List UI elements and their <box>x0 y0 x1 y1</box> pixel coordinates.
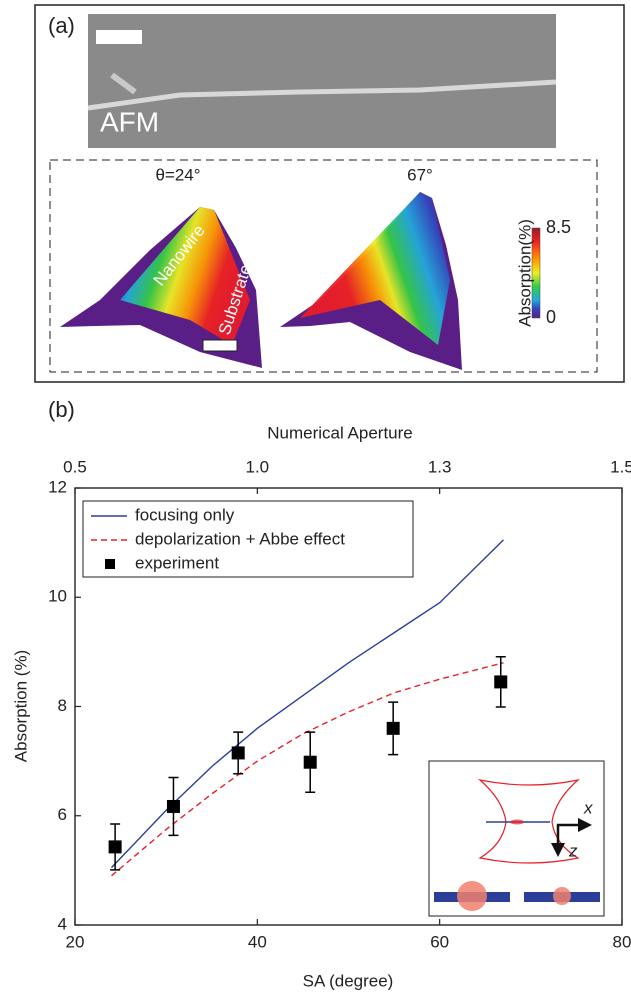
inset-z-label: z <box>568 841 578 860</box>
x2-tick-label: 1.0 <box>246 457 270 476</box>
afm-image <box>88 14 556 148</box>
legend-label: experiment <box>135 553 219 572</box>
marker <box>303 755 317 769</box>
y-tick-label: 12 <box>48 477 67 496</box>
arrow-z <box>551 843 565 857</box>
arrow-x <box>578 818 592 832</box>
x2-axis-label: Numerical Aperture <box>267 423 413 442</box>
colorbar-tick-label: 0 <box>546 307 556 327</box>
x-axis-label: SA (degree) <box>303 971 394 990</box>
y-tick-label: 6 <box>58 805 67 824</box>
marker <box>386 721 400 735</box>
scale-bar <box>96 30 142 44</box>
panel-label: (a) <box>48 13 75 38</box>
panel-label: (b) <box>48 397 75 422</box>
angle-label: θ=24° <box>155 165 200 184</box>
simulation-frame <box>49 159 598 373</box>
colorbar-tick-label: 8.5 <box>546 217 571 237</box>
x-tick-label: 60 <box>430 932 449 951</box>
series-line <box>111 662 504 877</box>
legend-swatch <box>105 559 115 569</box>
x-tick-label: 80 <box>613 932 631 951</box>
y-tick-label: 4 <box>58 914 67 933</box>
legend-label: focusing only <box>135 505 235 524</box>
marker <box>231 746 245 760</box>
y-axis-label: Absorption (%) <box>11 650 30 762</box>
afm-nanowire <box>87 79 557 111</box>
legend-label: depolarization + Abbe effect <box>135 529 345 548</box>
beam-spot <box>457 881 487 911</box>
x2-tick-label: 0.5 <box>63 457 87 476</box>
beam-spot <box>553 887 571 905</box>
axis-arrows <box>556 823 580 845</box>
afm-feature <box>110 72 137 95</box>
inset-frame <box>428 760 605 917</box>
colorbar <box>531 227 541 319</box>
x2-tick-label: 1.5 <box>610 457 631 476</box>
x2-tick-label: 1.3 <box>428 457 452 476</box>
wire-spot <box>510 819 524 825</box>
surface-ridge <box>120 207 250 345</box>
marker <box>166 799 180 813</box>
angle-label: 67° <box>407 165 433 184</box>
surface-ridge <box>300 192 450 345</box>
x-tick-label: 20 <box>66 932 85 951</box>
x-tick-label: 40 <box>248 932 267 951</box>
y-tick-label: 10 <box>48 587 67 606</box>
scale-bar <box>202 339 238 352</box>
marker <box>494 675 508 689</box>
afm-label: AFM <box>100 106 159 137</box>
y-tick-label: 8 <box>58 696 67 715</box>
panel-a-frame <box>34 4 625 383</box>
legend-frame <box>82 500 414 578</box>
inset: xz <box>428 760 605 917</box>
series-line <box>110 539 504 869</box>
colorbar-label: Absorption(%) <box>515 219 534 327</box>
inset-x-label: x <box>583 798 593 817</box>
marker <box>108 840 122 854</box>
